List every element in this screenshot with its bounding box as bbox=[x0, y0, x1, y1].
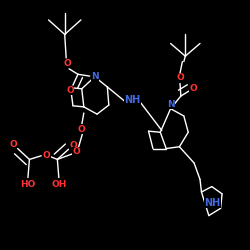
Text: O: O bbox=[63, 59, 71, 68]
Text: HO: HO bbox=[20, 180, 36, 188]
Text: O: O bbox=[9, 140, 17, 149]
Text: NH: NH bbox=[204, 198, 220, 208]
Text: O: O bbox=[42, 150, 50, 160]
Text: O: O bbox=[69, 141, 77, 150]
Text: N: N bbox=[167, 100, 174, 109]
Text: O: O bbox=[176, 74, 184, 82]
Text: N: N bbox=[91, 72, 98, 81]
Text: NH: NH bbox=[124, 95, 140, 105]
Text: O: O bbox=[78, 125, 86, 134]
Text: O: O bbox=[72, 147, 80, 156]
Text: OH: OH bbox=[51, 180, 66, 188]
Text: O: O bbox=[66, 86, 74, 95]
Text: O: O bbox=[190, 84, 198, 93]
